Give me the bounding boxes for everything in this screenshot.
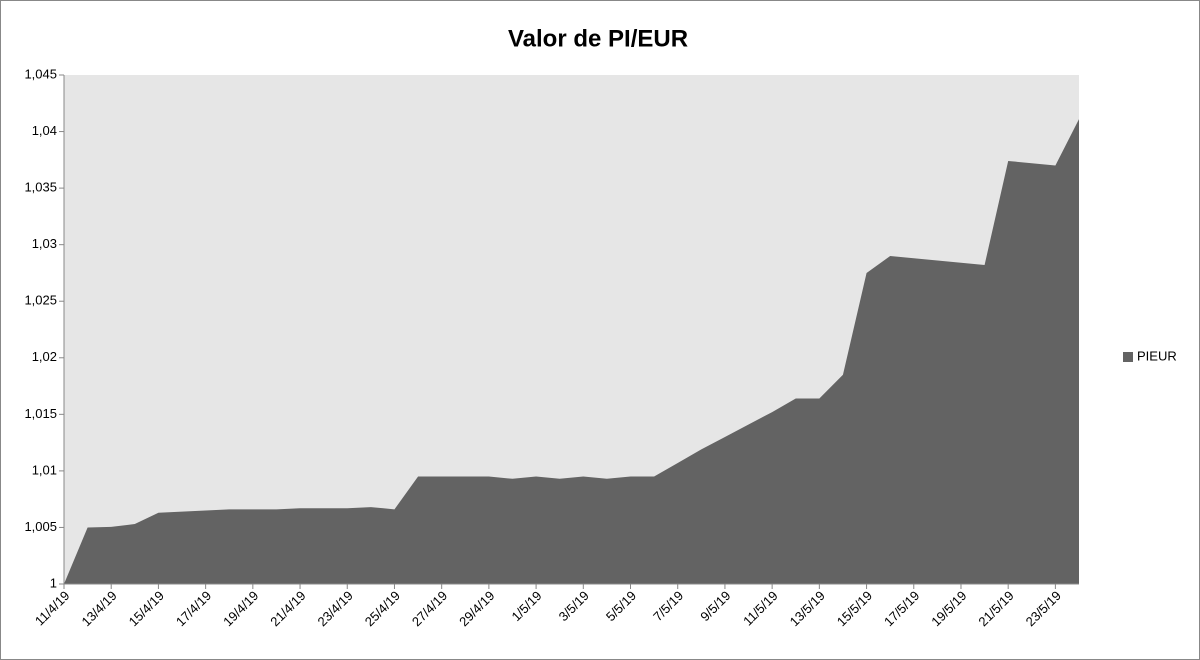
y-tick-label: 1,045 [24, 66, 57, 81]
y-tick-label: 1,03 [32, 236, 57, 251]
y-tick-label: 1,01 [32, 462, 57, 477]
legend-swatch [1123, 352, 1133, 362]
y-tick-label: 1,025 [24, 293, 57, 308]
y-tick-label: 1,035 [24, 180, 57, 195]
y-tick-label: 1 [50, 575, 57, 590]
y-tick-label: 1,04 [32, 123, 57, 138]
chart-title: Valor de PI/EUR [508, 25, 688, 52]
area [64, 119, 1079, 584]
y-tick-label: 1,02 [32, 349, 57, 364]
y-tick-label: 1,005 [24, 519, 57, 534]
y-tick-label: 1,015 [24, 406, 57, 421]
legend-label: PIEUR [1137, 348, 1177, 363]
